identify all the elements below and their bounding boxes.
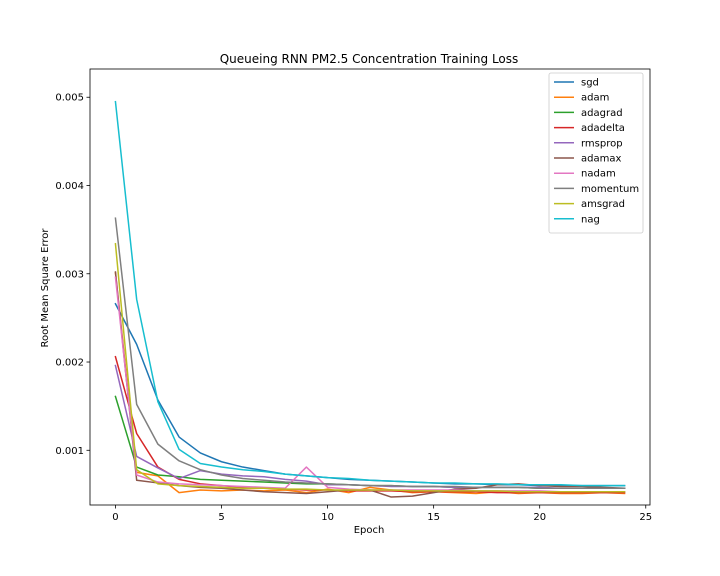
legend-label-momentum: momentum: [581, 184, 639, 195]
x-tick-label: 10: [321, 512, 334, 523]
y-tick-label: 0.001: [55, 446, 84, 457]
legend: sgd adam adagrad adadelta rmsprop adamax nadam…: [548, 72, 644, 234]
y-tick-label: 0.002: [55, 358, 84, 369]
x-tick-label: 5: [218, 512, 224, 523]
series-line-momentum: [114, 217, 626, 489]
x-tick-label: 20: [533, 512, 546, 523]
plot-frame: [89, 68, 651, 506]
x-tick-label: 15: [427, 512, 440, 523]
y-tick-label: 0.003: [55, 269, 84, 280]
legend-label-nadam: nadam: [581, 169, 616, 180]
x-tick-label: 25: [639, 512, 652, 523]
legend-label-nag: nag: [581, 214, 600, 225]
legend-label-adam: adam: [581, 93, 609, 104]
plot-area: [89, 68, 651, 506]
series-line-adam: [114, 272, 626, 495]
y-axis-title: Root Mean Square Error: [40, 228, 51, 348]
series-line-rmsprop: [114, 364, 626, 489]
series-line-amsgrad: [114, 242, 626, 493]
y-tick-label: 0.005: [55, 93, 84, 104]
x-axis: 0 5 10 15 20 25: [112, 505, 652, 523]
series-line-adamax: [114, 271, 626, 498]
legend-label-rmsprop: rmsprop: [581, 138, 623, 149]
series-line-adadelta: [114, 355, 626, 494]
series-line-nadam: [114, 276, 626, 493]
legend-label-sgd: sgd: [581, 78, 599, 89]
series-line-nag: [114, 100, 626, 487]
y-axis: 0.001 0.002 0.003 0.004 0.005: [55, 93, 90, 457]
chart-title: Queueing RNN PM2.5 Concentration Trainin…: [220, 52, 519, 66]
x-axis-title: Epoch: [354, 525, 385, 536]
legend-label-adadelta: adadelta: [581, 123, 625, 134]
legend-label-adamax: adamax: [581, 154, 621, 165]
legend-label-adagrad: adagrad: [581, 108, 623, 119]
x-tick-label: 0: [112, 512, 118, 523]
y-tick-label: 0.004: [55, 181, 84, 192]
legend-label-amsgrad: amsgrad: [581, 199, 625, 210]
